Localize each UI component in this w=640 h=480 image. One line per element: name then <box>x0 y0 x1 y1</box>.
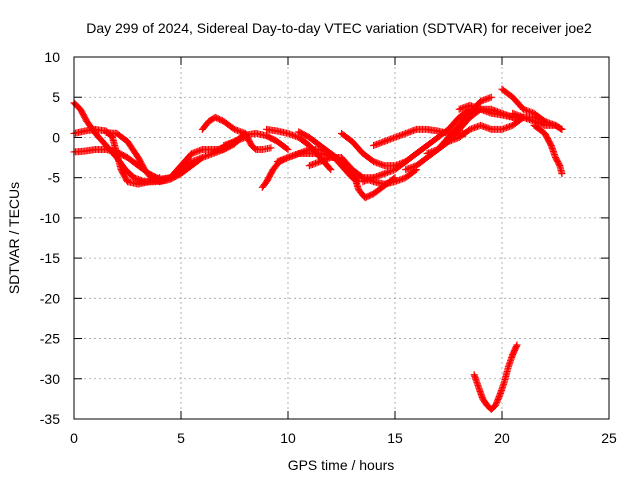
x-tick-label: 25 <box>601 430 617 446</box>
data-point <box>198 154 206 162</box>
plot-frame <box>73 56 610 420</box>
data-point <box>558 125 566 133</box>
x-tick-label: 15 <box>387 430 403 446</box>
series-arc-15 <box>359 105 485 186</box>
data-point <box>487 93 495 101</box>
data-point <box>513 341 521 349</box>
data-point <box>211 147 219 155</box>
series-arc-16 <box>370 125 470 149</box>
data-point <box>495 394 503 402</box>
data-point <box>217 144 225 152</box>
y-tick-label: 0 <box>52 129 60 145</box>
x-axis-title: GPS time / hours <box>288 457 395 473</box>
data-point <box>267 144 275 152</box>
data-point <box>555 160 563 168</box>
data-point <box>390 175 398 183</box>
data-point <box>327 166 335 174</box>
series-arc-13 <box>305 154 399 202</box>
y-tick-labels: -35 -30 -25 -20 -15 -10 -5 0 5 10 <box>40 49 60 427</box>
data-point <box>197 155 205 163</box>
data-point <box>495 392 503 400</box>
y-tick-label: 10 <box>44 49 60 65</box>
y-tick-label: -20 <box>40 290 60 306</box>
y-tick-label: -35 <box>40 411 60 427</box>
data-point <box>512 342 520 350</box>
x-tick-label: 0 <box>70 430 78 446</box>
y-tick-label: -5 <box>48 170 61 186</box>
y-tick-label: -25 <box>40 331 60 347</box>
data-point <box>391 174 399 182</box>
x-tick-label: 5 <box>177 430 185 446</box>
data-point <box>557 125 565 133</box>
data-point <box>326 164 334 172</box>
axis-ticks <box>73 56 610 420</box>
y-tick-label: 5 <box>52 89 60 105</box>
y-tick-label: -30 <box>40 371 60 387</box>
data-point <box>209 148 217 156</box>
x-tick-labels: 0 5 10 15 20 25 <box>70 430 617 446</box>
data-point <box>558 170 566 178</box>
y-tick-label: -10 <box>40 210 60 226</box>
data-point <box>212 147 220 155</box>
x-tick-label: 20 <box>494 430 510 446</box>
data-point <box>214 146 222 154</box>
data-point <box>241 133 249 141</box>
data-point <box>493 398 501 406</box>
data-point <box>283 145 291 153</box>
y-axis-title: SDTVAR / TECUs <box>6 182 22 294</box>
data-point <box>492 401 500 409</box>
data-point <box>494 395 502 403</box>
y-tick-label: -15 <box>40 250 60 266</box>
grid-lines <box>74 57 609 419</box>
series-arc-17 <box>402 93 495 174</box>
x-tick-label: 10 <box>280 430 296 446</box>
data-points <box>70 85 566 413</box>
data-point <box>215 145 223 153</box>
series-arc-8 <box>209 133 249 156</box>
series-arc-23 <box>530 121 566 178</box>
data-point <box>492 400 500 408</box>
data-point <box>493 397 501 405</box>
series-arc-24 <box>470 341 521 413</box>
data-point <box>284 146 292 154</box>
chart-title: Day 299 of 2024, Sidereal Day-to-day VTE… <box>86 20 592 36</box>
